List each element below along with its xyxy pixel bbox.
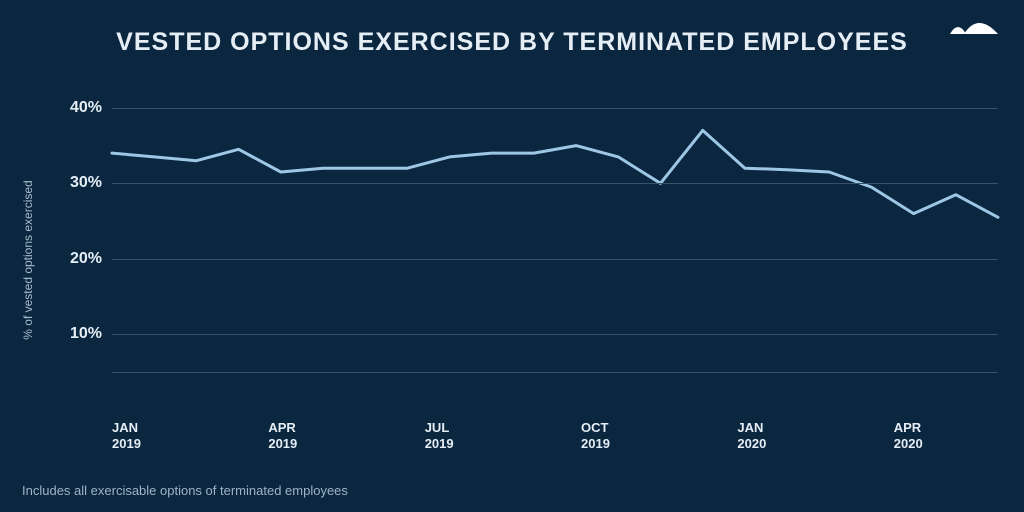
grid-line [112,108,998,109]
y-tick-label: 40% [70,99,102,117]
x-tick-label: JAN2020 [737,420,766,453]
y-axis-label: % of vested options exercised [21,180,35,339]
grid-line [112,372,998,373]
chart-title: VESTED OPTIONS EXERCISED BY TERMINATED E… [0,0,1024,57]
grid-line [112,259,998,260]
chart-footnote: Includes all exercisable options of term… [22,483,348,498]
chart-container: % of vested options exercised 10%20%30%4… [56,70,998,450]
y-tick-label: 30% [70,174,102,192]
grid-line [112,334,998,335]
x-tick-label: APR2020 [894,420,923,453]
plot-area: 10%20%30%40%JAN2019APR2019JUL2019OCT2019… [112,70,998,410]
y-tick-label: 10% [70,325,102,343]
x-tick-label: OCT2019 [581,420,610,453]
y-tick-label: 20% [70,250,102,268]
x-tick-label: APR2019 [268,420,297,453]
grid-line [112,183,998,184]
brand-logo-icon [950,14,1002,41]
x-tick-label: JAN2019 [112,420,141,453]
x-tick-label: JUL2019 [425,420,454,453]
line-series [112,70,998,410]
